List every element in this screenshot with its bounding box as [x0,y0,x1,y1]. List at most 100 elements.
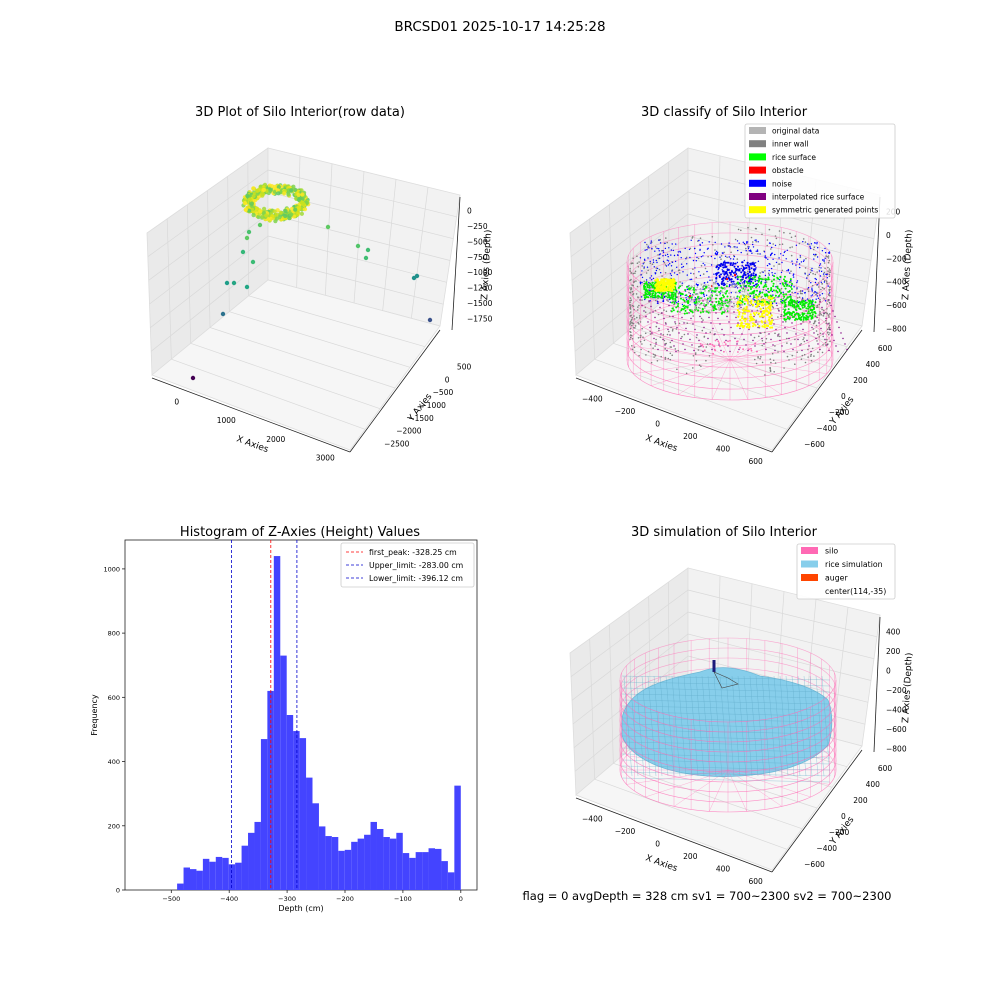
panel2-point-noise [641,276,644,279]
panel2-point-inner-wall [823,287,825,290]
panel4-mesh-line [809,675,819,777]
panel2-point-original [727,340,729,343]
panel2-point-rice-surface [786,317,789,320]
panel2-point-rice-surface [725,285,728,288]
panel2-point-symmetric [662,280,665,283]
panel2-point-interpolated [703,326,705,329]
panel2-point-noise [820,267,822,269]
panel2-point-interpolated [679,311,681,313]
panel2-point-noise [694,297,697,299]
panel2-point-inner-wall [647,246,649,249]
panel2-point-noise [764,255,766,257]
panel2-point-rice-surface [814,315,817,318]
panel2-point-inner-wall [774,332,776,335]
panel2-point-rice-surface [780,291,783,294]
panel2-point-rice-surface [643,282,646,285]
panel2-point-symmetric [764,320,767,323]
panel1-point [276,184,281,190]
panel2-point-inner-wall [824,267,826,270]
panel2-point-interpolated [693,349,695,352]
panel2-point-obstacle [733,273,737,277]
panel2-point-interpolated [698,339,700,342]
panel2-legend-swatch [749,166,766,174]
panel2-point-noise [816,243,818,245]
panel2-point-inner-wall [803,337,805,339]
panel2-point-inner-wall [629,322,631,324]
panel2-point-noise [822,273,825,275]
panel2-point-inner-wall [812,328,815,330]
panel2-point-interpolated [840,332,842,334]
panel2-point-inner-wall [655,299,657,302]
panel2-point-rice-surface [738,290,741,293]
panel2-point-noise [791,263,794,265]
panel2-point-rice-surface [801,301,804,304]
panel2-point-inner-wall [740,229,742,232]
panel2-point-rice-surface [674,292,677,295]
panel2-point-rice-surface [714,307,717,310]
panel2-point-inner-wall [636,309,639,311]
panel2-point-rice-surface [785,283,788,286]
panel2-point-original [697,298,699,301]
panel2-point-rice-surface [787,308,790,311]
panel2-point-noise [734,271,737,273]
panel1-point [220,311,226,317]
panel2-point-interpolated [651,332,653,334]
panel2-point-rice-surface [761,291,764,294]
panel2-point-inner-wall [828,259,831,262]
panel2-point-inner-wall [650,361,653,364]
panel2-point-noise [754,280,756,283]
panel2-point-rice-surface [683,299,686,302]
panel2-point-inner-wall [778,230,781,232]
panel2-point-inner-wall [817,282,820,284]
panel2-point-noise [799,266,801,269]
panel2-point-noise [738,242,740,244]
panel2-point-rice-surface [719,302,721,305]
panel2-point-noise [655,269,658,272]
panel2-point-noise [764,282,766,284]
panel2-point-noise [646,249,648,251]
panel2-point-inner-wall [708,355,711,357]
panel2-point-interpolated [732,332,734,334]
panel2-point-original [706,299,709,302]
panel2-point-inner-wall [658,329,660,332]
panel2-point-interpolated [660,333,662,335]
panel2-point-inner-wall [736,258,739,260]
panel2-point-noise [695,260,697,262]
panel2-point-rice-surface [651,296,654,299]
panel2-point-inner-wall [785,320,787,323]
panel2-point-noise [664,254,667,256]
panel2-point-noise [804,273,806,275]
panel2-point-symmetric [749,317,752,320]
panel2-point-original [750,349,753,352]
panel2-point-noise [791,284,793,287]
panel2-point-noise [786,249,788,251]
panel2-point-noise [752,246,755,248]
panel2-point-interpolated [801,299,803,301]
panel2-point-inner-wall [694,353,697,356]
panel2-point-rice-surface [769,289,772,292]
panel2-point-noise [670,254,672,256]
panel2-point-symmetric [739,296,742,300]
panel2-point-noise [714,252,717,254]
panel2-point-interpolated [759,332,761,334]
panel2-point-inner-wall [799,256,802,259]
panel2-point-rice-surface [666,296,669,299]
panel2-point-original [689,300,691,302]
panel2-point-rice-surface [671,301,674,304]
panel2-point-rice-surface [667,293,670,296]
panel2-point-rice-surface [718,291,721,293]
panel2-point-noise [742,241,744,243]
panel2-point-rice-surface [783,285,786,288]
panel2-point-noise [824,257,826,259]
panel2-point-inner-wall [699,345,701,348]
panel2-point-noise [714,257,716,260]
panel2-point-inner-wall [828,322,830,325]
panel2-point-interpolated [779,339,781,342]
panel2-point-inner-wall [639,321,642,323]
panel2-point-rice-surface [684,305,687,308]
panel2-point-symmetric [769,326,772,329]
panel2-point-noise [717,266,720,269]
panel2-point-inner-wall [825,280,828,283]
panel2-point-noise [823,260,825,262]
panel2-point-inner-wall [631,304,634,307]
